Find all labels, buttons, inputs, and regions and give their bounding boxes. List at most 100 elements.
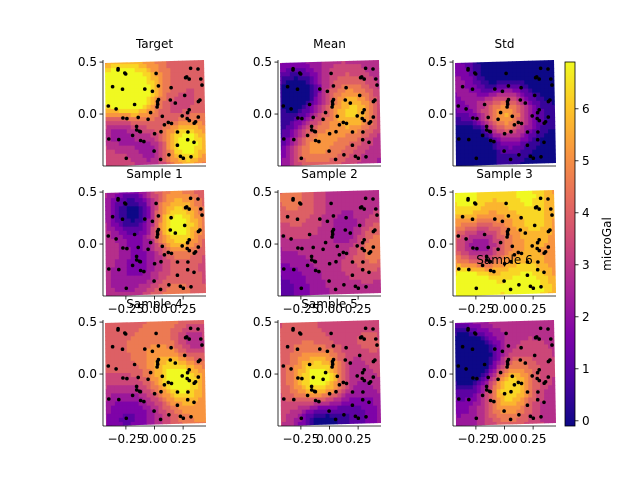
- sample-point: [117, 267, 121, 272]
- heatmap-cell: [476, 238, 482, 244]
- heatmap-cell: [353, 72, 358, 77]
- heatmap-cell: [114, 417, 120, 423]
- heatmap-cell: [122, 336, 128, 341]
- heatmap-cell: [337, 279, 342, 285]
- heatmap-cell: [198, 279, 203, 285]
- heatmap-cell: [361, 92, 366, 98]
- heatmap-cell: [158, 377, 164, 382]
- heatmap-cell: [134, 133, 140, 139]
- heatmap-cell: [105, 230, 108, 236]
- heatmap-cell: [182, 214, 187, 220]
- heatmap-cell: [281, 251, 287, 256]
- heatmap-cell: [301, 214, 307, 220]
- heatmap-cell: [126, 271, 132, 277]
- heatmap-cell: [456, 113, 462, 118]
- heatmap-cell: [536, 234, 541, 240]
- heatmap-cell: [305, 161, 311, 166]
- heatmap-cell: [520, 267, 525, 273]
- heatmap-cell: [305, 226, 311, 232]
- heatmap-cell: [488, 121, 494, 126]
- heatmap-cell: [305, 76, 311, 81]
- heatmap-cell: [548, 283, 553, 289]
- heatmap-cell: [365, 267, 370, 273]
- heatmap-cell: [476, 234, 482, 240]
- heatmap-cell: [190, 145, 195, 151]
- heatmap-cell: [305, 104, 311, 110]
- heatmap-cell: [321, 198, 327, 203]
- heatmap-cell: [134, 348, 140, 354]
- heatmap-cell: [309, 121, 315, 126]
- heatmap-cell: [150, 80, 156, 86]
- heatmap-cell: [476, 267, 482, 273]
- heatmap-cell: [174, 80, 179, 86]
- heatmap-cell: [289, 259, 295, 264]
- sample-point: [475, 246, 479, 251]
- heatmap-cell: [325, 104, 331, 110]
- heatmap-cell: [186, 230, 191, 236]
- heatmap-cell: [166, 92, 171, 98]
- heatmap-cell: [138, 108, 144, 114]
- heatmap-cell: [341, 194, 346, 199]
- heatmap-cell: [317, 104, 323, 110]
- heatmap-cell: [357, 255, 362, 260]
- heatmap-cell: [369, 247, 374, 252]
- heatmap-cell: [476, 230, 482, 236]
- heatmap-cell: [198, 283, 203, 289]
- heatmap-cell: [520, 279, 525, 285]
- heatmap-cell: [369, 76, 374, 81]
- heatmap-cell: [166, 247, 171, 252]
- heatmap-cell: [341, 238, 346, 244]
- heatmap-cell: [142, 393, 148, 399]
- sample-point: [473, 71, 477, 75]
- heatmap-cell: [516, 80, 521, 86]
- heatmap-cell: [349, 234, 354, 240]
- heatmap-cell: [305, 100, 311, 106]
- heatmap-cell: [114, 287, 120, 293]
- heatmap-cell: [492, 206, 498, 211]
- heatmap-cell: [512, 234, 517, 240]
- heatmap-cell: [114, 153, 120, 159]
- heatmap-cell: [114, 381, 120, 386]
- heatmap-cell: [520, 206, 525, 211]
- heatmap-cell: [126, 149, 132, 155]
- heatmap-cell: [512, 206, 517, 211]
- heatmap-cell: [190, 234, 195, 240]
- heatmap-cell: [353, 287, 358, 293]
- heatmap-cell: [309, 271, 315, 277]
- heatmap-cell: [114, 332, 120, 337]
- sample-point: [367, 251, 372, 255]
- heatmap-cell: [118, 84, 124, 90]
- heatmap-cell: [484, 121, 490, 126]
- sample-point: [537, 248, 542, 253]
- heatmap-cell: [130, 104, 136, 110]
- heatmap-cell: [285, 161, 291, 166]
- heatmap-cell: [528, 275, 533, 281]
- heatmap-cell: [540, 100, 545, 106]
- sample-point: [187, 248, 192, 253]
- heatmap-cell: [373, 234, 378, 240]
- heatmap-cell: [365, 271, 370, 277]
- heatmap-cell: [333, 279, 339, 285]
- heatmap-cell: [544, 210, 549, 216]
- heatmap-cell: [305, 210, 311, 216]
- heatmap-cell: [464, 64, 470, 69]
- heatmap-cell: [373, 68, 378, 73]
- heatmap-cell: [548, 68, 553, 73]
- y-tick-label: 0.5: [78, 55, 97, 69]
- heatmap-cell: [162, 267, 167, 273]
- heatmap-cell: [552, 226, 556, 232]
- heatmap-cell: [516, 206, 521, 211]
- sample-point: [296, 116, 300, 120]
- heatmap-cell: [480, 218, 486, 224]
- heatmap-cell: [178, 271, 183, 277]
- heatmap-cell: [182, 80, 187, 86]
- heatmap-cell: [341, 88, 346, 94]
- sample-point: [155, 229, 160, 234]
- heatmap-cell: [349, 113, 354, 118]
- heatmap-cell: [289, 72, 295, 77]
- heatmap-cell: [476, 279, 482, 285]
- heatmap-cell: [361, 113, 366, 118]
- heatmap-cell: [134, 287, 140, 293]
- heatmap-cell: [280, 279, 283, 285]
- heatmap-cell: [484, 247, 490, 252]
